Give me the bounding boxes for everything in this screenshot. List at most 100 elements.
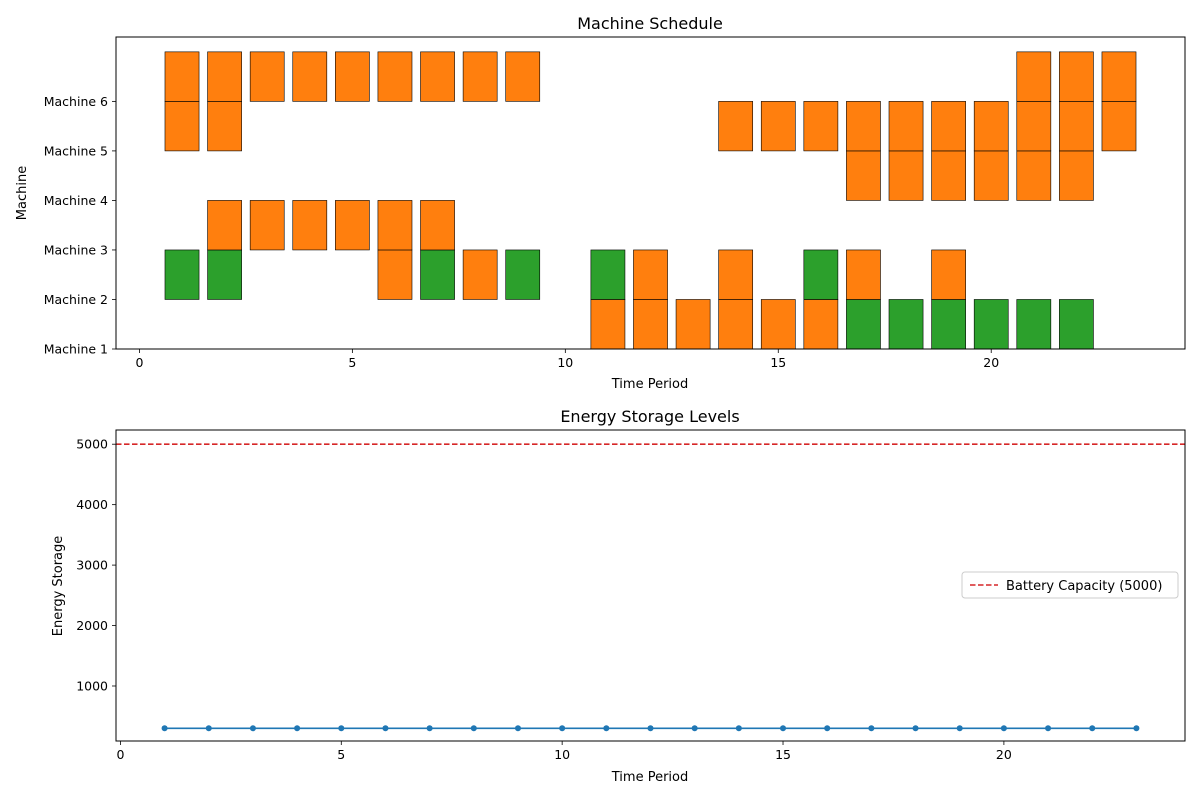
energy-point [559, 725, 566, 732]
x-tick-label: 0 [135, 355, 143, 370]
energy-y-ticks: 1000 2000 3000 4000 5000 [76, 437, 116, 693]
schedule-block [718, 249, 754, 300]
schedule-block [1101, 51, 1137, 102]
schedule-block [462, 51, 498, 102]
energy-point [1089, 725, 1096, 732]
x-tick-label: 10 [554, 747, 570, 762]
schedule-block [420, 200, 455, 251]
schedule-x-ticks: 0 5 10 15 20 [135, 349, 999, 370]
schedule-block [846, 299, 881, 350]
schedule-block [1016, 101, 1052, 152]
energy-point [1045, 725, 1052, 732]
schedule-block [633, 299, 668, 350]
schedule-block [803, 101, 839, 152]
energy-chart: Energy Storage Levels 0 5 10 15 20 1000 2000 3… [51, 407, 1186, 785]
energy-point [780, 725, 787, 732]
schedule-block [973, 299, 1009, 350]
schedule-block [718, 101, 754, 152]
schedule-block [633, 249, 668, 300]
energy-point [205, 725, 212, 732]
y-tick-label: Machine 3 [44, 242, 108, 257]
schedule-block [377, 249, 413, 300]
energy-point [691, 725, 698, 732]
energy-point [426, 725, 433, 732]
schedule-block [505, 249, 541, 300]
energy-point [735, 725, 742, 732]
energy-x-ticks: 0 5 10 15 20 [116, 741, 1012, 762]
schedule-block [249, 200, 285, 251]
schedule-block [846, 150, 881, 201]
schedule-block [420, 51, 455, 102]
y-tick-label: Machine 5 [44, 143, 108, 158]
y-tick-label: Machine 1 [44, 342, 108, 357]
schedule-block [292, 51, 328, 102]
schedule-block [931, 299, 966, 350]
energy-point [912, 725, 919, 732]
energy-legend: Battery Capacity (5000) [961, 571, 1179, 599]
schedule-block [803, 249, 839, 300]
legend-capacity-label: Battery Capacity (5000) [1006, 579, 1162, 594]
schedule-block [888, 299, 924, 350]
schedule-block [675, 299, 711, 350]
energy-y-label: Energy Storage [51, 536, 66, 637]
energy-point [1133, 725, 1140, 732]
energy-point [647, 725, 654, 732]
energy-point [603, 725, 610, 732]
x-tick-label: 20 [983, 355, 999, 370]
schedule-y-label: Machine [15, 166, 30, 220]
schedule-block [931, 101, 966, 152]
schedule-block [973, 150, 1009, 201]
schedule-block [377, 51, 413, 102]
schedule-title: Machine Schedule [577, 14, 723, 33]
schedule-block [164, 101, 200, 152]
schedule-block [1016, 150, 1052, 201]
energy-point [1000, 725, 1007, 732]
y-tick-label: Machine 6 [44, 94, 108, 109]
schedule-block [420, 249, 455, 300]
schedule-block [207, 51, 242, 102]
legend-box [961, 571, 1179, 599]
schedule-y-ticks: Machine 1 Machine 2 Machine 3 Machine 4 Mach… [44, 94, 116, 357]
y-tick-label: Machine 2 [44, 292, 108, 307]
energy-point [294, 725, 301, 732]
x-tick-label: 15 [775, 747, 791, 762]
energy-title: Energy Storage Levels [560, 407, 739, 426]
energy-point [956, 725, 963, 732]
schedule-block [803, 299, 839, 350]
schedule-block [1016, 51, 1052, 102]
x-tick-label: 0 [116, 747, 124, 762]
schedule-blocks [164, 51, 1137, 350]
y-tick-label: 5000 [76, 437, 108, 452]
schedule-block [590, 249, 626, 300]
energy-point [470, 725, 477, 732]
x-tick-label: 10 [557, 355, 573, 370]
schedule-block [888, 150, 924, 201]
y-tick-label: 1000 [76, 678, 108, 693]
schedule-block [888, 101, 924, 152]
energy-point [338, 725, 345, 732]
schedule-block [1059, 101, 1094, 152]
schedule-block [292, 200, 328, 251]
schedule-block [590, 299, 626, 350]
schedule-plot-frame [115, 36, 1186, 350]
energy-point [382, 725, 389, 732]
schedule-block [207, 200, 242, 251]
schedule-block [846, 249, 881, 300]
schedule-block [931, 249, 966, 300]
schedule-x-label: Time Period [611, 377, 688, 392]
schedule-chart: Machine Schedule 0 5 10 15 20 Machine 1Machi… [15, 14, 1186, 392]
energy-point [868, 725, 875, 732]
schedule-block [1059, 299, 1094, 350]
energy-plot [116, 443, 1185, 732]
schedule-block [1059, 51, 1094, 102]
schedule-block [462, 249, 498, 300]
x-tick-label: 5 [348, 355, 356, 370]
schedule-block [335, 200, 370, 251]
schedule-block [760, 299, 796, 350]
schedule-block [207, 101, 242, 152]
schedule-block [207, 249, 242, 300]
schedule-block [760, 101, 796, 152]
y-tick-label: Machine 4 [44, 193, 108, 208]
schedule-block [1016, 299, 1052, 350]
